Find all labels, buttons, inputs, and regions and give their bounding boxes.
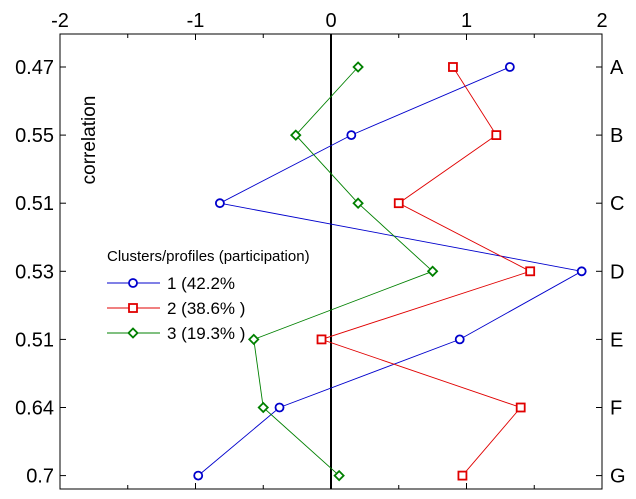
correlation-value: 0.64	[15, 398, 54, 420]
series-layer	[193, 61, 587, 482]
row-label: B	[610, 125, 623, 147]
row-label: D	[610, 261, 624, 283]
series-point	[515, 402, 526, 413]
x-tick-label: -2	[51, 10, 69, 32]
row-label: G	[610, 466, 626, 488]
legend-label: 3 (19.3% )	[167, 324, 245, 343]
series-point	[576, 266, 587, 277]
series-point	[352, 197, 364, 209]
x-tick-labels: -2 -1 0 1 2	[51, 10, 607, 32]
series-point	[393, 198, 404, 209]
series-point	[274, 402, 285, 413]
legend-entry: 3 (19.3% )	[107, 324, 245, 343]
series-point	[214, 198, 225, 209]
series-point	[316, 334, 327, 345]
row-label: E	[610, 329, 623, 351]
correlation-value: 0.7	[26, 466, 54, 488]
series-point	[289, 129, 302, 141]
x-tick-label: -1	[187, 10, 205, 32]
row-label: C	[610, 193, 624, 215]
series-point	[257, 401, 270, 414]
series-point	[491, 130, 502, 141]
x-tick-label: 1	[461, 10, 472, 32]
series-point	[352, 61, 364, 73]
legend-title: Clusters/profiles (participation)	[107, 248, 310, 265]
series-line	[197, 66, 583, 476]
series-point	[525, 266, 536, 277]
series-point	[426, 265, 439, 278]
series-point	[247, 333, 260, 346]
correlation-value: 0.47	[15, 57, 54, 79]
series-line	[253, 66, 434, 476]
legend-entry: 2 (38.6% )	[107, 299, 245, 318]
series-point	[504, 62, 515, 72]
series-point	[457, 470, 468, 481]
correlation-axis-title: correlation	[79, 96, 100, 185]
legend-swatch-marker	[128, 303, 138, 313]
series-point	[333, 469, 345, 482]
legend-label: 1 (42.2%	[167, 274, 235, 293]
series-line	[320, 66, 532, 476]
row-label: F	[610, 398, 622, 420]
series-2	[316, 62, 536, 481]
row-labels: A B C D E F G	[610, 57, 626, 488]
series-3	[247, 61, 439, 482]
correlation-value: 0.51	[15, 329, 54, 351]
legend-swatch-marker	[127, 327, 139, 339]
legend-swatch-marker	[128, 278, 138, 288]
correlation-value: 0.51	[15, 193, 54, 215]
legend-label: 2 (38.6% )	[167, 299, 245, 318]
series-point	[454, 334, 465, 345]
series-point	[193, 470, 204, 481]
correlation-value: 0.55	[15, 125, 54, 147]
x-tick-label: 2	[596, 10, 607, 32]
series-point	[448, 62, 458, 72]
x-tick-label: 0	[325, 10, 336, 32]
correlation-value: 0.53	[15, 261, 54, 283]
correlation-labels: 0.47 0.55 0.51 0.53 0.51 0.64 0.7	[15, 57, 54, 488]
series-1	[193, 62, 587, 481]
series-point	[346, 130, 357, 141]
legend: Clusters/profiles (participation) 1 (42.…	[107, 248, 310, 343]
legend-entry: 1 (42.2%	[107, 274, 235, 293]
row-label: A	[610, 57, 624, 79]
